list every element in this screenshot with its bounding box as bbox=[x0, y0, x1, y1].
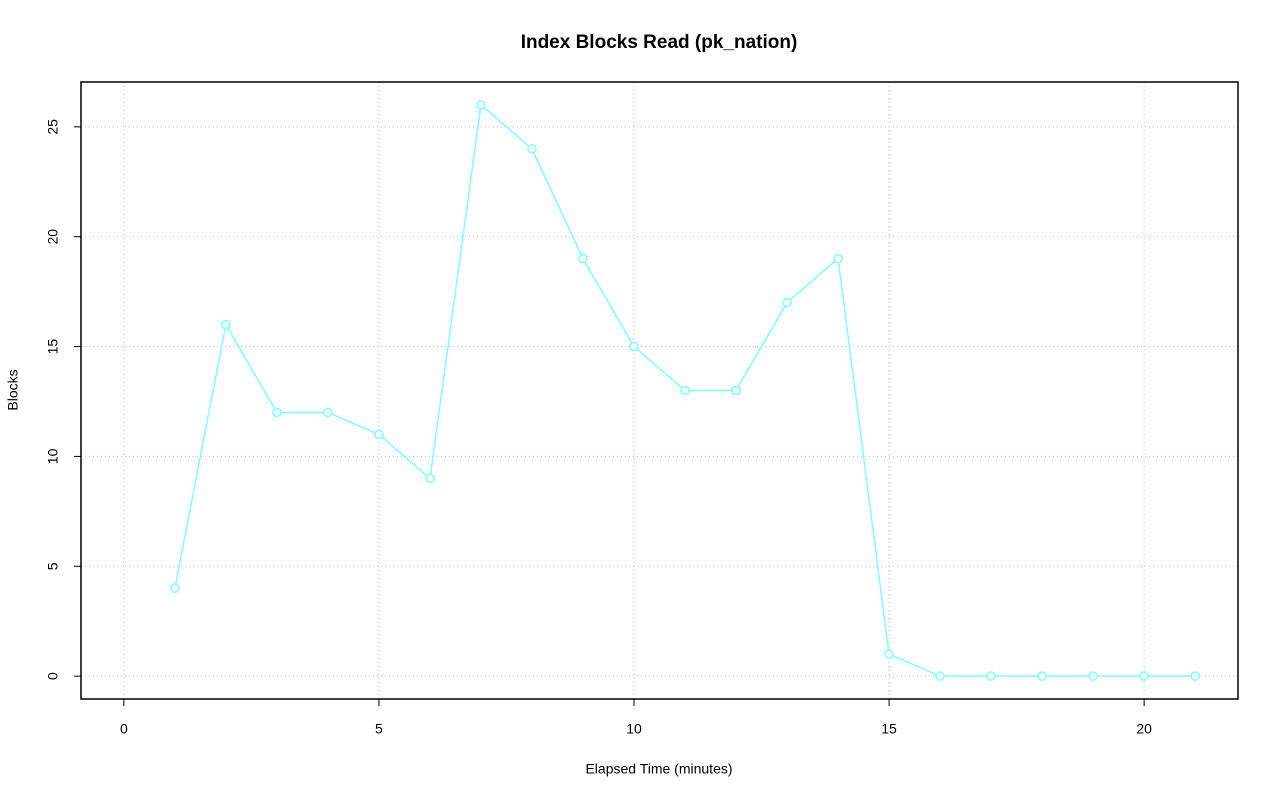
data-point bbox=[425, 473, 435, 484]
data-point bbox=[170, 583, 180, 594]
chart-title: Index Blocks Read (pk_nation) bbox=[521, 32, 798, 53]
data-point bbox=[374, 429, 384, 440]
y-axis-label: Blocks bbox=[5, 369, 21, 410]
data-point bbox=[731, 385, 741, 396]
y-tick-label: 15 bbox=[45, 339, 61, 355]
data-point bbox=[935, 671, 945, 681]
data-point bbox=[323, 407, 333, 418]
y-tick-label: 0 bbox=[45, 672, 61, 680]
data-point bbox=[680, 385, 690, 396]
data-point bbox=[221, 319, 231, 330]
data-point bbox=[1139, 671, 1149, 681]
data-point bbox=[629, 341, 639, 352]
data-point bbox=[986, 671, 996, 681]
data-point bbox=[272, 407, 282, 418]
x-tick-label: 20 bbox=[1136, 721, 1152, 737]
x-tick-label: 0 bbox=[120, 721, 128, 737]
plot-frame bbox=[80, 81, 1239, 700]
y-tick-label: 20 bbox=[45, 229, 61, 245]
y-tick-label: 10 bbox=[45, 448, 61, 464]
x-tick-label: 10 bbox=[626, 721, 642, 737]
x-tick-label: 5 bbox=[375, 721, 383, 737]
data-point bbox=[1088, 671, 1098, 681]
data-point bbox=[1037, 671, 1047, 681]
x-axis-label: Elapsed Time (minutes) bbox=[585, 761, 732, 777]
data-point bbox=[833, 253, 843, 264]
y-tick-label: 5 bbox=[45, 562, 61, 570]
data-point bbox=[1190, 671, 1200, 681]
x-tick-label: 15 bbox=[881, 721, 897, 737]
data-point bbox=[527, 144, 537, 154]
data-point bbox=[782, 297, 792, 308]
data-point bbox=[578, 253, 588, 264]
data-point bbox=[476, 100, 486, 110]
y-tick-label: 25 bbox=[45, 119, 61, 135]
data-point bbox=[884, 649, 894, 659]
